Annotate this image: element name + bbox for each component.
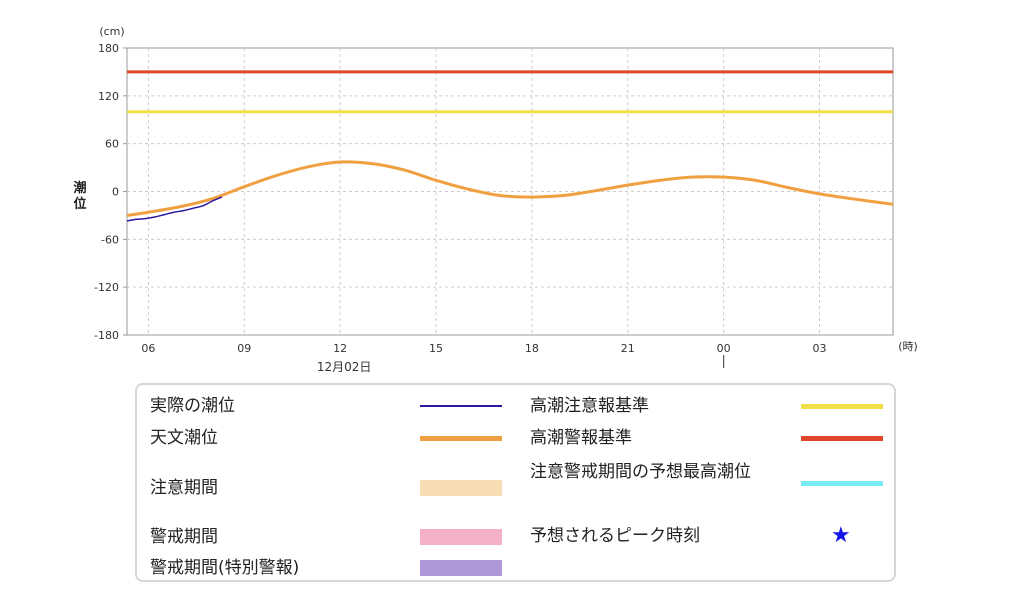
y-axis-label-char: 位 [73, 196, 86, 212]
y-tick-label: 180 [98, 42, 119, 55]
x-tick-label: 18 [525, 342, 539, 355]
legend-swatch-box [420, 529, 502, 545]
y-tick-label: 0 [112, 186, 119, 199]
x-tick-label: 06 [141, 342, 155, 355]
x-tick-labels: 06 09 12 15 18 21 00 03 [141, 342, 826, 355]
x-unit-label: (時) [898, 340, 918, 353]
x-tick-label: 09 [237, 342, 251, 355]
y-unit-label: (cm) [99, 25, 124, 38]
x-tick-label: 21 [621, 342, 635, 355]
y-tick-label: 60 [105, 138, 119, 151]
legend-swatch-line [801, 435, 883, 441]
legend-label: 実際の潮位 [150, 396, 235, 416]
legend-label: 警戒期間 [150, 527, 218, 547]
threshold-lines [127, 70, 893, 114]
legend-swatch-box [420, 480, 502, 496]
series-line [126, 196, 223, 222]
x-tick-label: 12 [333, 342, 347, 355]
legend-swatch-line [801, 480, 883, 486]
series-lines [126, 160, 894, 222]
y-tick-label: 120 [98, 90, 119, 103]
legend-swatch-line [420, 405, 502, 407]
x-tick-label: 00 [717, 342, 731, 355]
legend-swatch-line [420, 435, 502, 441]
star-icon: ★ [831, 523, 851, 548]
tide-chart: 180 120 60 0 -60 -120 -180 06 09 12 15 18 21 00 03 (c… [73, 25, 918, 374]
x-tick-label: 03 [812, 342, 826, 355]
legend-label: 予想されるピーク時刻 [530, 526, 700, 546]
date-label: 12月02日 [317, 360, 372, 374]
series-line [126, 160, 894, 217]
y-tick-label: -60 [101, 233, 119, 246]
y-axis-label-char: 潮 [73, 180, 86, 196]
legend: 実際の潮位天文潮位注意期間警戒期間警戒期間(特別警報) 高潮注意報基準 高潮警報基準… [135, 383, 896, 582]
legend-label: 天文潮位 [150, 428, 218, 448]
legend-label: 高潮警報基準 [530, 428, 632, 448]
y-axis-label: 潮位 [73, 180, 86, 212]
legend-swatch-line [801, 403, 883, 409]
legend-label: 注意警戒期間の予想最高潮位 [530, 462, 751, 482]
y-tick-label: -120 [94, 281, 119, 294]
y-tick-labels: 180 120 60 0 -60 -120 -180 [94, 42, 127, 342]
x-tick-label: 15 [429, 342, 443, 355]
legend-label: 注意期間 [150, 478, 218, 498]
grid [127, 48, 893, 335]
legend-label: 高潮注意報基準 [530, 396, 649, 416]
y-tick-label: -180 [94, 329, 119, 342]
legend-label: 警戒期間(特別警報) [150, 558, 300, 578]
legend-swatch-box [420, 560, 502, 576]
